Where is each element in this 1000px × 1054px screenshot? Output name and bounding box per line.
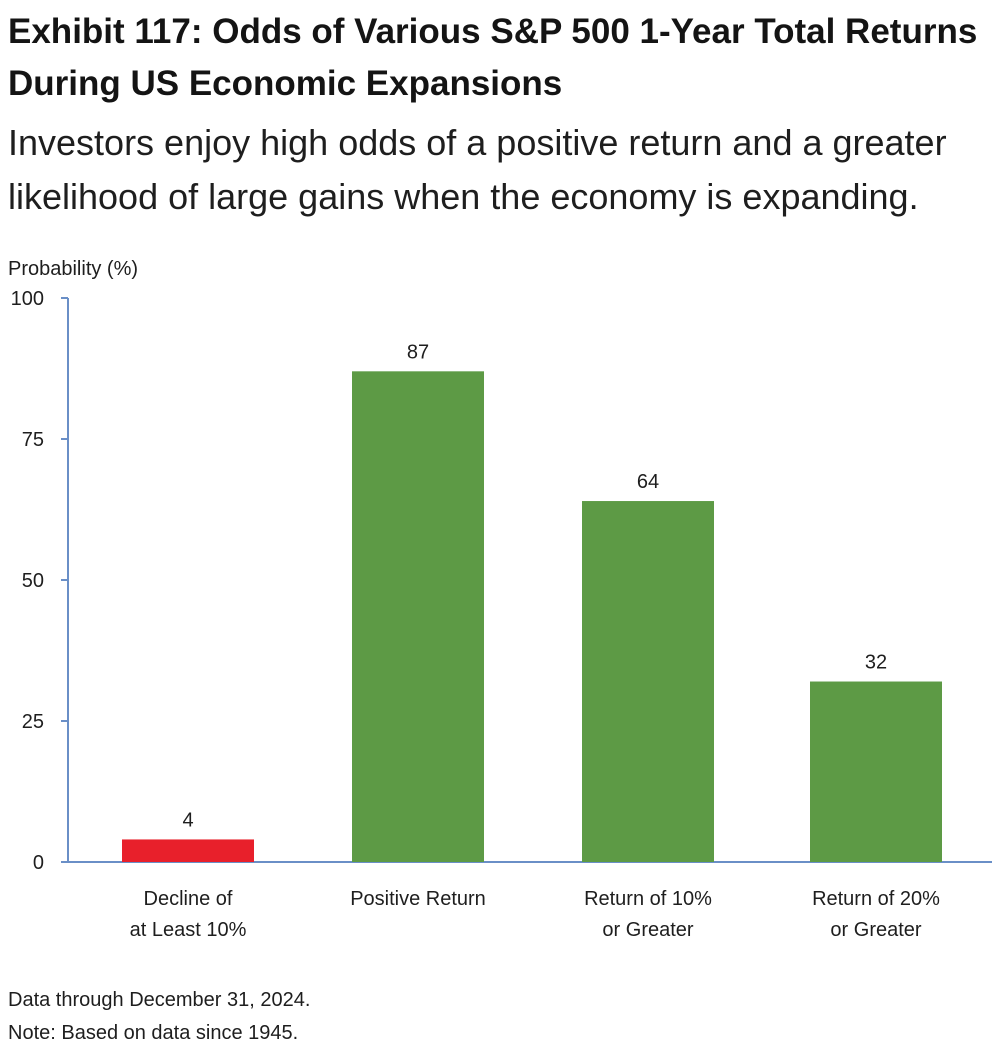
y-tick-label: 0 bbox=[33, 852, 44, 874]
bar bbox=[352, 371, 484, 862]
footnotes: Data through December 31, 2024. Note: Ba… bbox=[8, 984, 310, 1050]
footnote-note: Note: Based on data since 1945. bbox=[8, 1022, 299, 1044]
bar-value-label: 4 bbox=[182, 809, 193, 831]
y-tick-label: 25 bbox=[22, 711, 44, 733]
y-tick-label: 100 bbox=[11, 288, 44, 310]
x-axis-labels-group: Decline of at Least 10% Positive Return Ret… bbox=[130, 888, 941, 941]
bar-value-label: 64 bbox=[637, 471, 659, 493]
y-axis-ticks: 0 25 50 75 100 bbox=[11, 288, 68, 874]
bar-value-label: 87 bbox=[407, 341, 429, 363]
chart-title: Exhibit 117: Odds of Various S&P 500 1-Y… bbox=[8, 12, 978, 103]
chart-subtitle: Investors enjoy high odds of a positive … bbox=[8, 122, 947, 217]
y-tick-label: 75 bbox=[22, 429, 44, 451]
bar-value-label: 32 bbox=[865, 652, 887, 674]
bar bbox=[582, 501, 714, 862]
y-tick-label: 50 bbox=[22, 570, 44, 592]
value-labels-group: 4 87 64 32 bbox=[182, 341, 887, 831]
y-axis-label: Probability (%) bbox=[8, 258, 138, 280]
x-tick-label: Positive Return bbox=[350, 888, 486, 910]
x-tick-label: Decline of at Least 10% bbox=[130, 888, 247, 941]
footnote-data-through: Data through December 31, 2024. bbox=[8, 989, 311, 1011]
bar bbox=[810, 681, 942, 862]
x-tick-label: Return of 20% or Greater bbox=[812, 888, 940, 941]
x-tick-label: Return of 10% or Greater bbox=[584, 888, 712, 941]
bar-chart: Probability (%) 0 25 50 75 100 4 87 64 32 Decli… bbox=[8, 258, 992, 941]
bar bbox=[122, 839, 254, 862]
bars-group bbox=[122, 371, 942, 862]
